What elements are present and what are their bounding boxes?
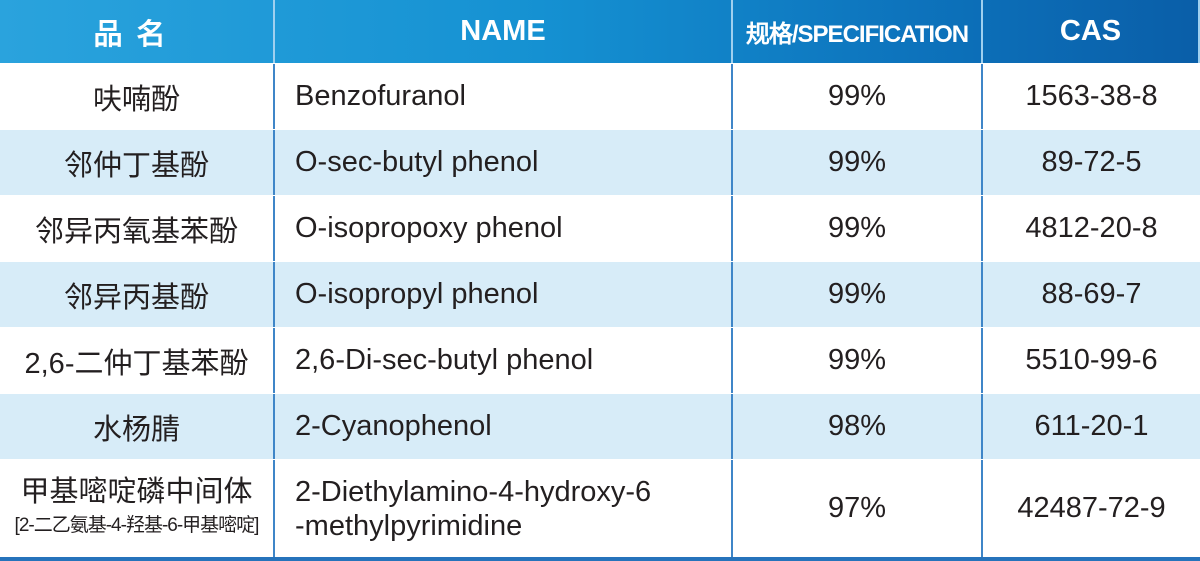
cell-name-line2: -methylpyrimidine [295,509,523,542]
table-row: 2,6-二仲丁基苯酚 2,6-Di-sec-butyl phenol 99% 5… [0,328,1200,394]
cell-cas: 89-72-5 [1041,146,1142,178]
cell-name: O-sec-butyl phenol [275,130,733,195]
table-row: 邻异丙氧基苯酚 O-isopropoxy phenol 99% 4812-20-… [0,196,1200,262]
cell-spec: 99% [733,328,983,393]
cell-cas: 88-69-7 [1041,278,1142,310]
cell-cas: 1563-38-8 [1025,80,1158,112]
cell-name-cn: 水杨腈 [0,394,275,459]
cell-cas: 611-20-1 [1034,410,1149,442]
cell-name-cn: 邻仲丁基酚 [0,130,275,195]
cell-name-cn-sub: [2-二乙氨基-4-羟基-6-甲基嘧啶] [14,514,260,536]
cell-name-cn: 2,6-二仲丁基苯酚 [0,328,275,393]
cell-name: Benzofuranol [275,64,733,129]
cell-name: 2-Cyanophenol [275,394,733,459]
cell-name: 2,6-Di-sec-butyl phenol [275,328,733,393]
table-row: 甲基嘧啶磷中间体 [2-二乙氨基-4-羟基-6-甲基嘧啶] 2-Diethyla… [0,460,1200,561]
table-row: 邻仲丁基酚 O-sec-butyl phenol 99% 89-72-5 [0,130,1200,196]
header-cas: CAS [983,0,1200,63]
cell-spec: 99% [733,64,983,129]
cell-spec: 99% [733,262,983,327]
cell-cas: 4812-20-8 [1025,212,1158,244]
header-name-cn: 品名 [0,0,275,63]
cell-name: 2-Diethylamino-4-hydroxy-6 -methylpyrimi… [275,460,733,557]
cell-name: O-isopropyl phenol [275,262,733,327]
cell-name-cn: 邻异丙氧基苯酚 [0,196,275,261]
cell-name-cn: 甲基嘧啶磷中间体 [2-二乙氨基-4-羟基-6-甲基嘧啶] [0,460,275,557]
cell-name-cn: 邻异丙基酚 [0,262,275,327]
cell-spec: 99% [733,196,983,261]
table-header: 品名 NAME 规格/SPECIFICATION CAS [0,0,1200,64]
cell-name-cn: 呋喃酚 [0,64,275,129]
cell-name-cn-main: 甲基嘧啶磷中间体 [20,475,253,508]
cell-name-line1: 2-Diethylamino-4-hydroxy-6 [295,475,652,508]
cell-spec: 99% [733,130,983,195]
header-spec: 规格/SPECIFICATION [733,0,983,63]
header-name: NAME [275,0,733,63]
cell-name: O-isopropoxy phenol [275,196,733,261]
cell-cas: 42487-72-9 [1017,492,1166,524]
table-row: 水杨腈 2-Cyanophenol 98% 611-20-1 [0,394,1200,460]
cell-spec: 97% [733,460,983,557]
table-row: 呋喃酚 Benzofuranol 99% 1563-38-8 [0,64,1200,130]
table-row: 邻异丙基酚 O-isopropyl phenol 99% 88-69-7 [0,262,1200,328]
cell-cas: 5510-99-6 [1025,344,1158,376]
cell-spec: 98% [733,394,983,459]
